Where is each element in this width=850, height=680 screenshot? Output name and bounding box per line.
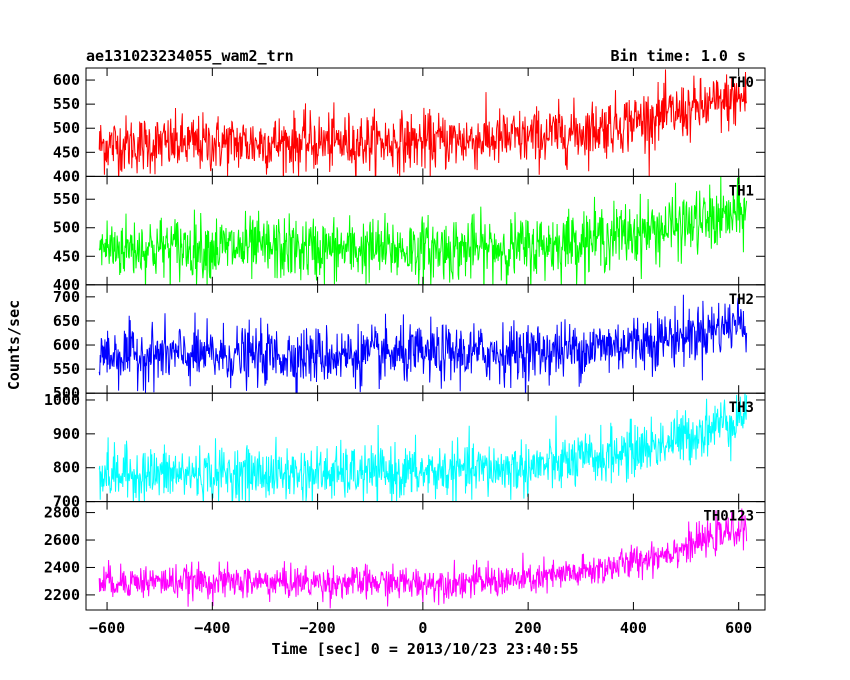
bin-time-label: Bin time: 1.0 s (611, 47, 746, 65)
series-line-th2 (98, 294, 748, 394)
x-axis-label: Time [sec] 0 = 2013/10/23 23:40:55 (271, 640, 578, 658)
y-tick-label: 600 (53, 71, 80, 89)
series-line-th1 (98, 176, 748, 285)
y-tick-label: 500 (53, 119, 80, 137)
series-label-th3: TH3 (729, 400, 754, 416)
y-tick-label: 400 (53, 276, 80, 294)
y-tick-label: 450 (53, 247, 80, 265)
y-axis-label: Counts/sec (5, 300, 23, 390)
y-tick-label: 2600 (44, 531, 80, 549)
series-label-th0123: TH0123 (703, 509, 754, 525)
panel-th2: 500 550 600 650 700 TH2 (53, 284, 766, 402)
y-tick-label: 550 (53, 95, 80, 113)
y-tick-label: 900 (53, 425, 80, 443)
y-tick-label: 650 (53, 312, 80, 330)
x-tick-label: 600 (725, 619, 752, 637)
y-tick-label: 400 (53, 167, 80, 185)
x-tick-label: 200 (515, 619, 542, 637)
panel-th0123: 2200 2400 2600 2800 TH0123 (44, 501, 766, 611)
x-tick-label: 400 (620, 619, 647, 637)
y-tick-label: 550 (53, 360, 80, 378)
y-tick-label: 700 (53, 493, 80, 511)
series-line-th0 (98, 69, 748, 177)
y-tick-label: 500 (53, 384, 80, 402)
y-tick-label: 450 (53, 143, 80, 161)
series-label-th1: TH1 (729, 183, 754, 199)
y-tick-label: 2200 (44, 586, 80, 604)
y-tick-label: 500 (53, 219, 80, 237)
series-line-th0123 (98, 508, 748, 609)
y-tick-label: 2400 (44, 558, 80, 576)
panel-frame (85, 501, 766, 611)
y-tick-label: 550 (53, 190, 80, 208)
panel-frame (85, 392, 766, 503)
panel-th1: 400 450 500 550 TH1 (53, 175, 766, 294)
y-tick-label: 700 (53, 288, 80, 306)
x-tick-label: −200 (300, 619, 336, 637)
x-tick-label: −400 (194, 619, 230, 637)
x-tick-label: −600 (89, 619, 125, 637)
y-tick-label: 800 (53, 459, 80, 477)
series-line-th3 (98, 393, 748, 502)
x-tick-label: 0 (418, 619, 427, 637)
series-label-th2: TH2 (729, 292, 754, 308)
y-tick-label: 1000 (44, 391, 80, 409)
y-tick-label: 600 (53, 336, 80, 354)
panels: 400 450 500 550 600 TH0 400 450 500 550 TH1 500 550 6… (44, 67, 766, 637)
panel-th0: 400 450 500 550 600 TH0 (53, 67, 766, 185)
chart-title: ae131023234055_wam2_trn (86, 47, 294, 65)
panel-th3: 700 800 900 1000 TH3 (44, 391, 766, 511)
series-label-th0: TH0 (729, 75, 754, 91)
y-tick-label: 2800 (44, 504, 80, 522)
